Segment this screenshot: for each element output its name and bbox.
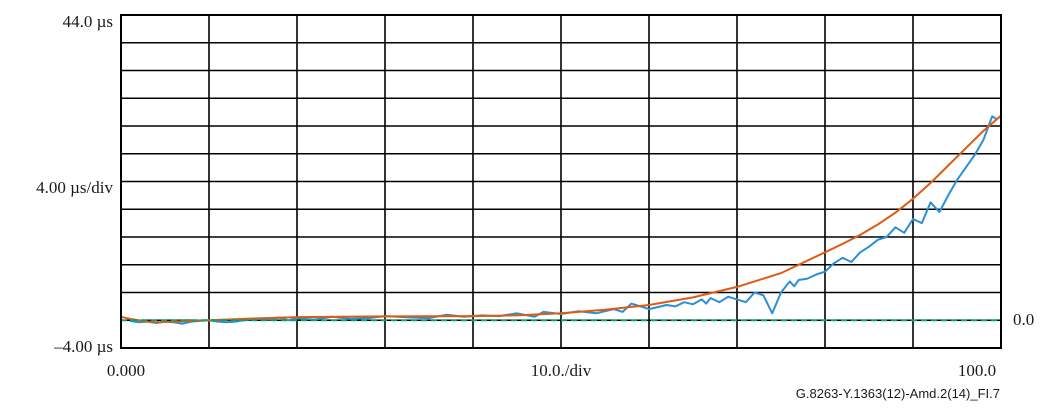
x-start-label: 0.000 xyxy=(107,361,145,380)
y-axis-label: 4.00 µs/div xyxy=(36,178,113,197)
series-line-2 xyxy=(120,114,1002,324)
figure-id: G.8263-Y.1363(12)-Amd.2(14)_FI.7 xyxy=(796,386,1000,401)
y-bottom-label: –4.00 µs xyxy=(53,337,113,356)
x-axis-label: 10.0./div xyxy=(531,361,592,380)
right-zero-label: 0.0 xyxy=(1013,310,1034,329)
x-end-label: 100.0 xyxy=(958,361,996,380)
y-top-label: 44.0 µs xyxy=(63,12,113,31)
series-layer xyxy=(120,114,1002,325)
plot-frame xyxy=(120,14,1002,349)
